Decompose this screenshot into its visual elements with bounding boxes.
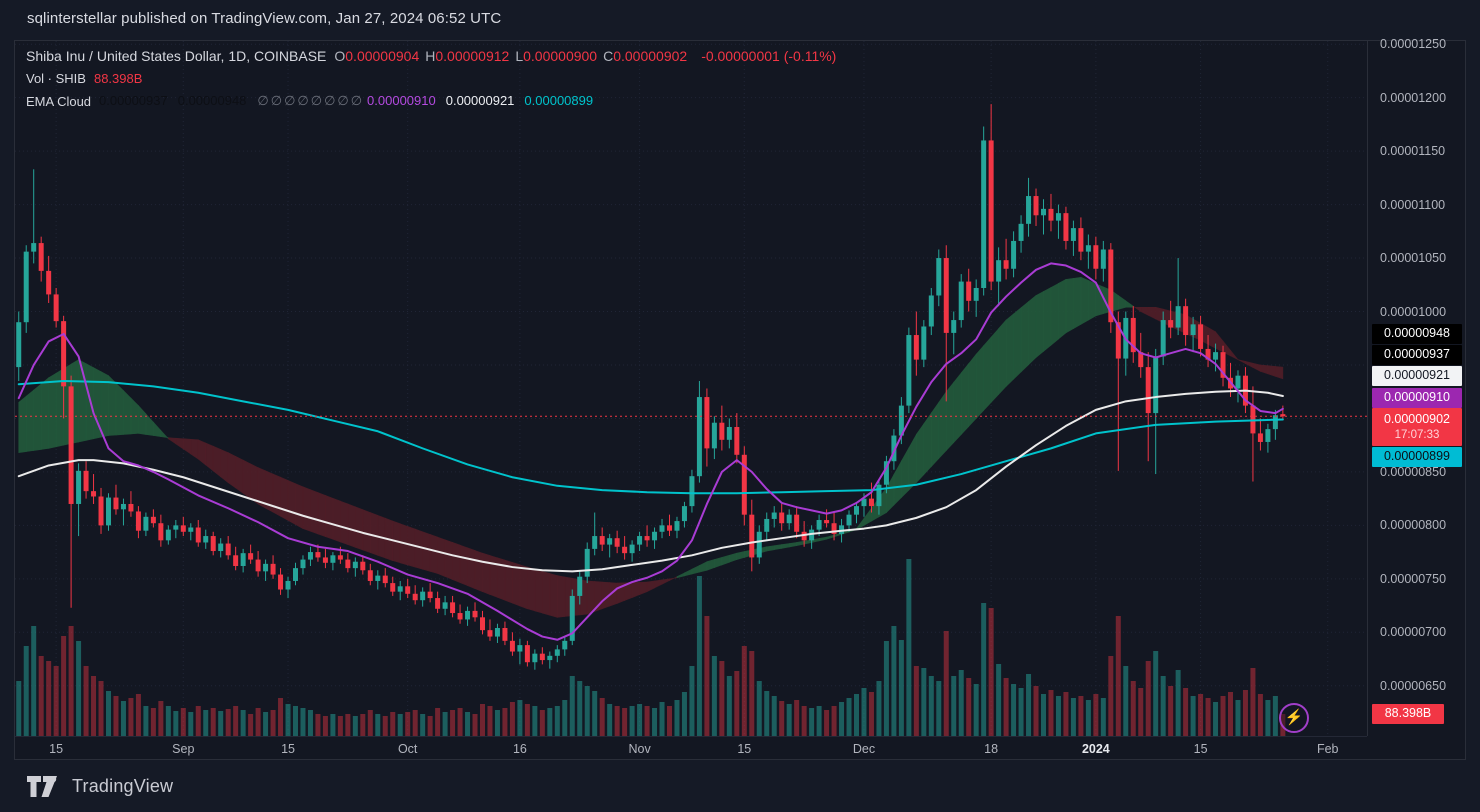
volume-legend-row: Vol · SHIB 88.398B xyxy=(26,71,142,86)
null-value-icon: ∅ xyxy=(337,93,349,108)
price-tick-label: 0.00000700 xyxy=(1380,625,1447,640)
price-badge: 0.00000910 xyxy=(1372,388,1462,408)
time-tick-label: 2024 xyxy=(1081,742,1110,756)
null-value-icon: ∅ xyxy=(297,93,309,108)
published-attribution-text: sqlinterstellar published on TradingView… xyxy=(27,10,502,27)
price-tick-label: 0.00001200 xyxy=(1380,90,1447,105)
price-tick-label: 0.00000800 xyxy=(1380,518,1447,533)
lightning-icon: ⚡ xyxy=(1284,708,1304,726)
null-value-icon: ∅ xyxy=(284,93,296,108)
null-value-icon: ∅ xyxy=(350,93,363,108)
price-tick-label: 0.00000850 xyxy=(1380,464,1447,479)
null-value-icon: ∅ xyxy=(310,93,323,108)
ohlc-value: 0.00000912 xyxy=(435,48,510,64)
time-tick-label: 15 xyxy=(49,742,64,756)
null-value-icon: ∅ xyxy=(257,93,269,108)
ema-cloud-label[interactable]: EMA Cloud xyxy=(26,93,92,109)
flash-boost-button[interactable]: ⚡ xyxy=(1279,703,1309,733)
price-badge: 88.398B xyxy=(1372,704,1444,724)
chart-widget: Shiba Inu / United States Dollar, 1D, CO… xyxy=(14,37,1466,761)
time-tick-label: Oct xyxy=(397,742,418,756)
ema-current-value: 0.00000910 xyxy=(367,93,436,108)
price-tick-label: 0.00000650 xyxy=(1380,678,1447,693)
price-badge: 0.00000921 xyxy=(1372,366,1462,386)
time-tick-label: 15 xyxy=(1193,742,1208,756)
symbol-title[interactable]: Shiba Inu / United States Dollar, 1D, CO… xyxy=(26,48,327,64)
time-tick-label: Nov xyxy=(628,742,651,756)
ohlc-value: 0.00000904 xyxy=(345,48,420,64)
ema-current-value: 0.00000921 xyxy=(445,93,515,108)
candlestick-chart[interactable] xyxy=(15,41,1367,736)
price-badge: 0.00000899 xyxy=(1372,447,1462,467)
price-chart-canvas[interactable] xyxy=(15,41,1367,736)
change-value: -0.00000001 (-0.11%) xyxy=(701,48,837,64)
ohlc-key: C xyxy=(603,48,614,64)
ohlc-key: O xyxy=(334,48,346,64)
tradingview-wordmark: TradingView xyxy=(72,776,174,796)
time-tick-label: Sep xyxy=(172,742,195,756)
price-tick-label: 0.00001100 xyxy=(1380,197,1446,212)
ema-cloud-bound-value: 0.00000937 xyxy=(99,93,168,108)
time-tick-label: 15 xyxy=(281,742,295,756)
price-tick-label: 0.00001250 xyxy=(1380,37,1447,52)
null-value-icon: ∅ xyxy=(324,93,336,108)
volume-indicator-label[interactable]: Vol · SHIB xyxy=(26,71,86,86)
price-tick-label: 0.00000750 xyxy=(1380,571,1447,586)
tradingview-attribution[interactable]: TradingView xyxy=(27,776,173,797)
price-badge: 0.00000937 xyxy=(1372,345,1462,365)
null-value-icon: ∅ xyxy=(270,93,283,108)
ohlc-values: O0.00000904 H0.00000912 L0.00000900 C0.0000… xyxy=(334,48,693,64)
time-tick-label: 16 xyxy=(512,742,527,756)
ohlc-key: H xyxy=(425,48,436,64)
ohlc-key: L xyxy=(515,48,524,64)
price-badge: 0.00000948 xyxy=(1372,324,1462,344)
symbol-legend-row: Shiba Inu / United States Dollar, 1D, CO… xyxy=(26,48,836,64)
time-axis[interactable]: 15 Sep 15 Oct 16 Nov 15 Dec 18 2024 15 Feb xyxy=(15,736,1367,761)
time-tick-label: Feb xyxy=(1316,742,1339,756)
time-tick-label: 15 xyxy=(737,742,752,756)
price-tick-label: 0.00001000 xyxy=(1380,304,1447,319)
time-tick-label: 18 xyxy=(984,742,999,756)
ema-cloud-legend-row: EMA Cloud 0.00000937 0.00000948 ∅ ∅ ∅ ∅ ∅ ∅ ∅ ∅ 0.… xyxy=(26,93,603,109)
tradingview-logo-icon xyxy=(27,776,57,797)
ohlc-value: 0.00000900 xyxy=(523,48,598,64)
price-axis[interactable]: 0.00001250 0.00001200 0.00001150 0.00001100… xyxy=(1367,37,1465,736)
volume-value: 88.398B xyxy=(93,71,143,86)
price-tick-label: 0.00001150 xyxy=(1380,144,1446,159)
time-tick-label: Dec xyxy=(852,742,876,756)
ema-cloud-bound-value: 0.00000948 xyxy=(177,93,247,108)
ema-current-value: 0.00000899 xyxy=(524,93,594,108)
price-tick-label: 0.00001050 xyxy=(1380,251,1447,266)
current-price-badge: 0.00000902 17:07:33 xyxy=(1372,408,1462,446)
ohlc-value: 0.00000902 xyxy=(613,48,688,64)
ema-cloud-values: 0.00000937 0.00000948 ∅ ∅ ∅ ∅ ∅ ∅ ∅ ∅ 0.00000910 0.… xyxy=(99,93,603,109)
